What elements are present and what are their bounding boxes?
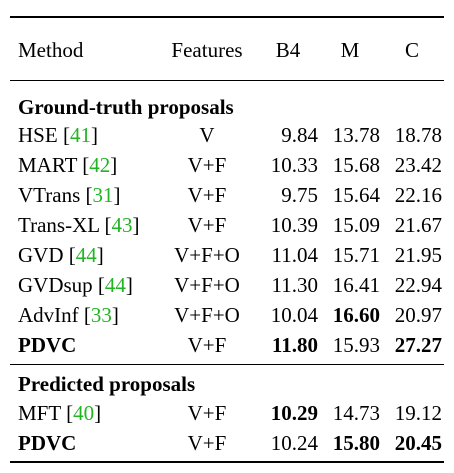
top-rule <box>10 16 444 18</box>
m-cell-best: 16.60 <box>332 303 380 327</box>
c-cell-best: 20.45 <box>394 431 442 455</box>
header-method: Method <box>18 38 84 62</box>
b4-cell: 9.75 <box>281 183 318 207</box>
c-cell: 23.42 <box>394 153 442 177</box>
method-cell: VTrans [31] <box>18 183 121 207</box>
citation-link[interactable]: 43 <box>111 213 133 237</box>
m-cell: 16.41 <box>332 273 380 297</box>
citation-link[interactable]: 44 <box>104 273 126 297</box>
features-cell: V+F <box>187 401 227 425</box>
features-cell: V+F <box>187 213 227 237</box>
method-cell: MART [42] <box>18 153 118 177</box>
b4-cell: 10.04 <box>270 303 318 327</box>
c-cell-best: 27.27 <box>394 333 442 357</box>
c-cell: 20.97 <box>394 303 442 327</box>
features-cell: V+F <box>187 333 227 357</box>
m-cell-best: 15.80 <box>332 431 380 455</box>
table-row: MFT [40] V+F 10.29 14.73 19.12 <box>0 398 454 428</box>
c-cell: 18.78 <box>394 123 442 147</box>
table-row: Trans-XL [43] V+F 10.39 15.09 21.67 <box>0 210 454 240</box>
table-row: MART [42] V+F 10.33 15.68 23.42 <box>0 150 454 180</box>
citation-link[interactable]: 41 <box>69 123 91 147</box>
header-c: C <box>404 38 419 62</box>
citation-link[interactable]: 31 <box>92 183 114 207</box>
features-cell: V+F <box>187 153 227 177</box>
features-cell: V+F+O <box>174 243 240 267</box>
section-rule <box>10 364 444 365</box>
method-cell: HSE [41] <box>18 123 98 147</box>
b4-cell: 10.33 <box>270 153 318 177</box>
b4-cell-best: 11.80 <box>271 333 318 357</box>
method-cell: GVD [44] <box>18 243 104 267</box>
bottom-rule <box>10 461 444 463</box>
citation-link[interactable]: 33 <box>90 303 112 327</box>
c-cell: 22.94 <box>394 273 442 297</box>
method-cell: Trans-XL [43] <box>18 213 140 237</box>
c-cell: 21.67 <box>394 213 442 237</box>
header-b4: B4 <box>275 38 301 62</box>
c-cell: 21.95 <box>394 243 442 267</box>
b4-cell: 10.24 <box>270 431 318 455</box>
c-cell: 19.12 <box>394 401 442 425</box>
method-cell: GVDsup [44] <box>18 273 133 297</box>
m-cell: 15.68 <box>332 153 380 177</box>
features-cell: V+F+O <box>174 273 240 297</box>
features-cell: V+F <box>187 183 227 207</box>
citation-link[interactable]: 40 <box>73 401 95 425</box>
m-cell: 14.73 <box>332 401 380 425</box>
m-cell: 15.93 <box>332 333 380 357</box>
table-row: GVDsup [44] V+F+O 11.30 16.41 22.94 <box>0 270 454 300</box>
table-row-pdvc: PDVC V+F 10.24 15.80 20.45 <box>0 428 454 458</box>
header-features: Features <box>171 38 243 62</box>
c-cell: 22.16 <box>394 183 442 207</box>
header-row: Method Features B4 M C <box>0 35 454 65</box>
method-cell: PDVC <box>18 333 77 357</box>
header-rule <box>10 80 444 81</box>
m-cell: 15.09 <box>332 213 380 237</box>
b4-cell: 10.39 <box>270 213 318 237</box>
method-cell: PDVC <box>18 431 77 455</box>
section-title-predicted: Predicted proposals <box>18 372 196 396</box>
b4-cell: 9.84 <box>281 123 318 147</box>
table-row-pdvc: PDVC V+F 11.80 15.93 27.27 <box>0 330 454 360</box>
b4-cell: 11.04 <box>271 243 318 267</box>
table-row: HSE [41] V 9.84 13.78 18.78 <box>0 120 454 150</box>
features-cell: V+F <box>187 431 227 455</box>
b4-cell: 11.30 <box>271 273 318 297</box>
citation-link[interactable]: 44 <box>75 243 97 267</box>
m-cell: 15.71 <box>332 243 380 267</box>
section-title-ground-truth: Ground-truth proposals <box>18 95 234 119</box>
features-cell: V <box>199 123 215 147</box>
b4-cell-best: 10.29 <box>270 401 318 425</box>
table-row: VTrans [31] V+F 9.75 15.64 22.16 <box>0 180 454 210</box>
table-row: AdvInf [33] V+F+O 10.04 16.60 20.97 <box>0 300 454 330</box>
citation-link[interactable]: 42 <box>89 153 111 177</box>
method-cell: MFT [40] <box>18 401 102 425</box>
method-cell: AdvInf [33] <box>18 303 119 327</box>
m-cell: 15.64 <box>332 183 380 207</box>
table-row: GVD [44] V+F+O 11.04 15.71 21.95 <box>0 240 454 270</box>
header-m: M <box>340 38 360 62</box>
m-cell: 13.78 <box>332 123 380 147</box>
features-cell: V+F+O <box>174 303 240 327</box>
